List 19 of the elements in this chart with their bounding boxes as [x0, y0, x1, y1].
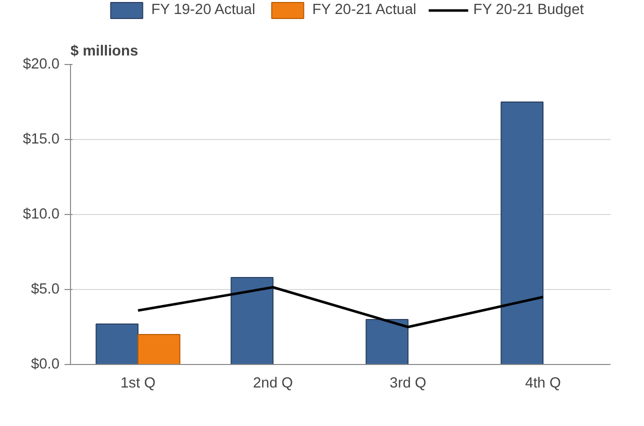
bar [366, 319, 408, 364]
x-tick-label: 4th Q [525, 376, 561, 392]
legend-label: FY 20-21 Budget [473, 2, 584, 18]
y-axis-title: $ millions [70, 44, 138, 60]
bar [138, 334, 180, 364]
y-tick-label: $0.0 [30, 356, 60, 372]
y-tick-label: $20.0 [22, 56, 60, 72]
bar [500, 102, 544, 364]
x-tick-label: 2nd Q [253, 376, 293, 392]
legend-label: FY 20-21 Actual [312, 2, 416, 18]
line-series [136, 286, 544, 328]
y-tick-label: $15.0 [22, 132, 60, 148]
x-tick-label: 1st Q [120, 376, 156, 392]
bar [96, 324, 138, 364]
y-tick-label: $5.0 [30, 282, 60, 298]
x-tick-label: 3rd Q [390, 376, 426, 392]
legend-label: FY 19-20 Actual [151, 2, 256, 18]
y-tick-label: $10.0 [22, 206, 60, 222]
bar [230, 277, 274, 364]
